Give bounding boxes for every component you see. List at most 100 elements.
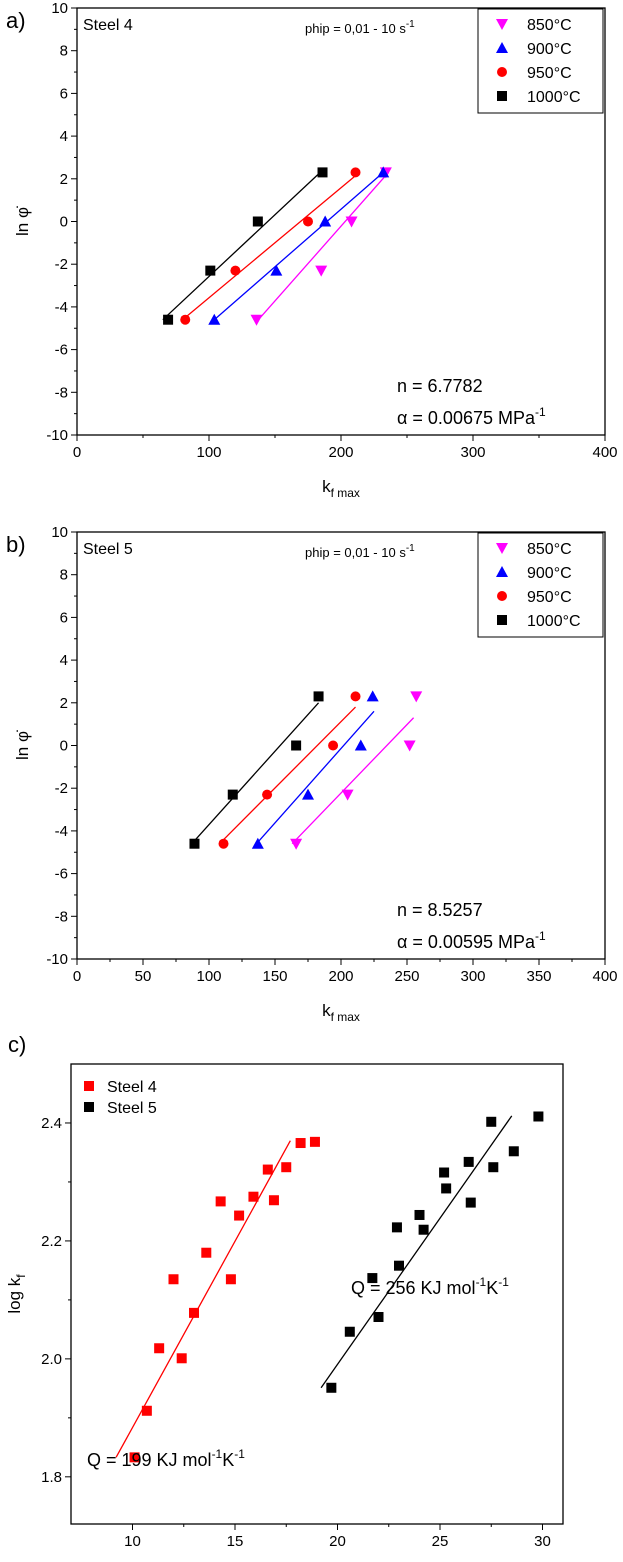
- chart-panel-1: 0 100 200 300 400 -10 -8 -6 -4 -2 0 2 4 6 8 10 a) kf max l…: [6, 0, 618, 500]
- fit-line: [213, 171, 384, 321]
- data-point: [441, 1183, 452, 1194]
- fit-line: [191, 702, 320, 845]
- data-point: [248, 1191, 259, 1202]
- series-Steel-5: [320, 1111, 544, 1393]
- data-point: [508, 1146, 519, 1157]
- fit-line: [256, 710, 375, 845]
- legend-marker: [497, 91, 507, 101]
- x-tick-label: 400: [592, 968, 617, 985]
- x-tick-label: 250: [394, 968, 419, 985]
- y-tick-label: 1.8: [41, 1469, 62, 1486]
- data-point: [302, 788, 314, 800]
- fit-line: [256, 171, 390, 323]
- series-Steel-4: [115, 1136, 320, 1463]
- panel-label: a): [6, 8, 26, 33]
- y-tick-label: 2.0: [41, 1351, 62, 1368]
- y-tick-label: 10: [51, 524, 68, 541]
- data-point: [163, 314, 174, 325]
- strain-rate-range: phip = 0,01 - 10 s-1: [305, 543, 415, 560]
- x-axis-label-main: k: [322, 477, 331, 496]
- y-tick-label: -4: [55, 299, 68, 316]
- series-950-C: [180, 167, 361, 325]
- legend-marker: [496, 566, 508, 577]
- data-point: [319, 215, 332, 227]
- n-value: n = 6.7782: [397, 376, 483, 396]
- legend-label: Steel 4: [107, 1079, 157, 1096]
- x-tick-label: 50: [135, 968, 152, 985]
- y-tick-label: -2: [55, 256, 68, 273]
- data-point: [141, 1405, 152, 1416]
- data-point: [367, 1273, 378, 1284]
- fit-line: [182, 171, 360, 321]
- legend-marker: [497, 591, 507, 601]
- y-tick-label: -10: [46, 951, 68, 968]
- n-value: n = 8.5257: [397, 900, 483, 920]
- x-tick-label: 10: [124, 1533, 141, 1550]
- alpha-text: α = 0.00595 MPa: [397, 932, 536, 952]
- legend-label: 850°C: [527, 17, 572, 34]
- q-mid: K: [486, 1278, 498, 1298]
- y-tick-label: 0: [60, 214, 68, 231]
- x-tick-label: 25: [432, 1533, 449, 1550]
- strain-rate-range: phip = 0,01 - 10 s-1: [305, 19, 415, 36]
- series-900-C: [208, 166, 390, 325]
- y-tick-label: 0: [60, 738, 68, 755]
- panel-label: b): [6, 532, 26, 557]
- y-tick-label: 2: [60, 171, 68, 188]
- data-point: [391, 1222, 402, 1233]
- data-point: [533, 1111, 544, 1122]
- data-point: [129, 1452, 140, 1463]
- data-point: [176, 1353, 187, 1364]
- data-point: [268, 1195, 279, 1206]
- data-point: [291, 740, 302, 751]
- data-point: [251, 837, 264, 849]
- data-point: [377, 166, 390, 178]
- legend-marker: [496, 19, 508, 30]
- legend-label: 950°C: [527, 65, 572, 82]
- data-point: [315, 265, 328, 277]
- y-tick-label: 10: [51, 0, 68, 17]
- legend: 850°C 900°C 950°C 1000°C: [477, 8, 604, 114]
- data-point: [218, 838, 229, 849]
- strain-rate-sup: -1: [406, 19, 415, 30]
- data-point: [234, 1210, 245, 1221]
- y-tick-label: -6: [55, 866, 68, 883]
- strain-rate-text: phip = 0,01 - 10 s: [305, 545, 406, 560]
- q-text: Q = 199 KJ mol: [87, 1450, 212, 1470]
- legend-marker: [497, 67, 507, 77]
- data-point: [189, 1307, 199, 1318]
- x-tick-label: 150: [262, 968, 287, 985]
- y-tick-label: 4: [60, 128, 68, 145]
- legend-marker: [84, 1081, 94, 1091]
- q-text: Q = 256 KJ mol: [351, 1278, 476, 1298]
- x-tick-label: 200: [328, 968, 353, 985]
- y-tick-label: -10: [46, 427, 68, 444]
- x-tick-label: 300: [460, 444, 485, 461]
- data-point: [439, 1167, 450, 1178]
- data-point: [350, 167, 361, 178]
- data-point: [328, 740, 339, 751]
- fit-line: [320, 1115, 513, 1389]
- strain-rate-sup: -1: [406, 543, 415, 554]
- x-axis-label-main: k: [322, 1001, 331, 1020]
- data-point: [281, 1162, 292, 1173]
- data-point: [486, 1116, 497, 1127]
- q-mid: K: [222, 1450, 234, 1470]
- data-point: [344, 1326, 355, 1337]
- data-point: [394, 1260, 404, 1271]
- legend-marker: [84, 1102, 94, 1112]
- y-tick-label: -6: [55, 342, 68, 359]
- y-axis-label: log kf: [5, 1274, 28, 1314]
- plot-frame: [70, 1063, 564, 1525]
- x-axis-label-sub: f max: [331, 1010, 360, 1024]
- data-point: [252, 216, 263, 227]
- legend-marker: [496, 42, 508, 53]
- data-point: [345, 216, 358, 228]
- data-point: [250, 314, 263, 326]
- x-tick-label: 400: [592, 444, 617, 461]
- data-point: [295, 1138, 306, 1149]
- activation-energy-label: Q = 199 KJ mol-1K-1: [87, 1447, 245, 1470]
- alpha-sup: -1: [535, 405, 546, 419]
- data-point: [313, 691, 324, 702]
- x-axis-label: kf max: [322, 1001, 360, 1024]
